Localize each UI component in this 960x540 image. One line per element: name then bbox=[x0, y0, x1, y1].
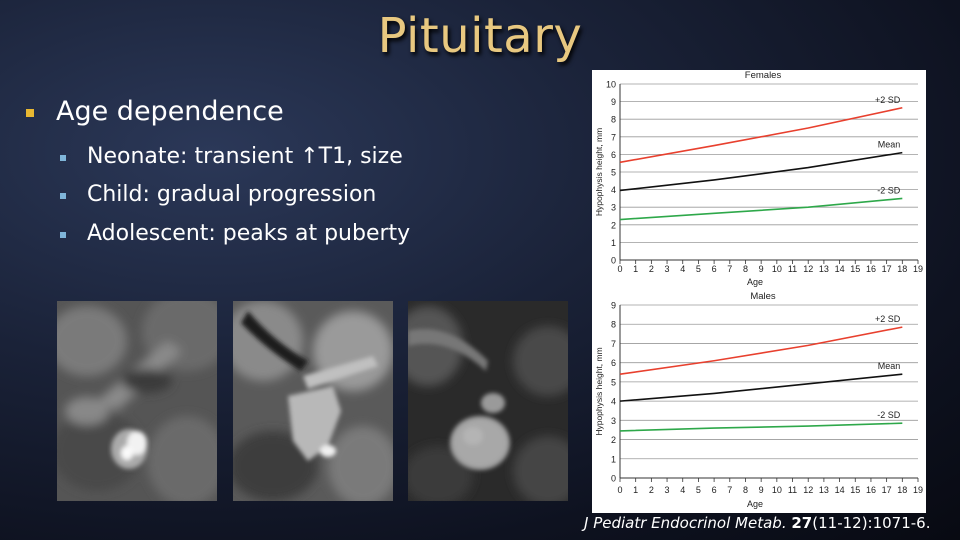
chart-title: Females bbox=[745, 70, 782, 81]
series-label: +2 SD bbox=[875, 95, 901, 105]
y-tick-label: 10 bbox=[606, 80, 616, 90]
x-tick-label: 2 bbox=[649, 264, 654, 274]
y-axis-label: Hypophysis height, mm bbox=[594, 347, 604, 435]
x-tick-label: 12 bbox=[803, 485, 813, 495]
x-tick-label: 11 bbox=[788, 264, 797, 274]
y-tick-label: 5 bbox=[611, 377, 616, 387]
x-tick-label: 12 bbox=[803, 264, 813, 274]
series-line-mean bbox=[619, 373, 903, 402]
series-line-2sd bbox=[619, 197, 903, 221]
y-tick-label: 6 bbox=[611, 150, 616, 160]
y-tick-label: 8 bbox=[611, 115, 616, 125]
x-tick-label: 16 bbox=[866, 485, 876, 495]
x-tick-label: 7 bbox=[727, 485, 732, 495]
x-tick-label: 19 bbox=[913, 485, 923, 495]
x-tick-label: 1 bbox=[633, 485, 638, 495]
x-tick-label: 1 bbox=[633, 264, 638, 274]
citation: J Pediatr Endocrinol Metab. 27(11-12):10… bbox=[584, 514, 931, 532]
x-tick-label: 9 bbox=[759, 485, 764, 495]
y-tick-label: 6 bbox=[611, 358, 616, 368]
series-line-2sd bbox=[619, 422, 903, 432]
x-tick-label: 7 bbox=[727, 264, 732, 274]
y-tick-label: 2 bbox=[611, 220, 616, 230]
x-tick-label: 16 bbox=[866, 264, 876, 274]
x-axis-label: Age bbox=[747, 499, 763, 509]
x-tick-label: 0 bbox=[617, 264, 622, 274]
citation-pages: (11-12):1071-6. bbox=[812, 514, 931, 532]
bullet-square-icon bbox=[26, 109, 34, 117]
series-label: -2 SD bbox=[877, 410, 901, 420]
y-tick-label: 1 bbox=[611, 238, 616, 248]
x-tick-label: 14 bbox=[835, 485, 845, 495]
y-tick-label: 9 bbox=[611, 97, 616, 107]
mri-image-adolescent bbox=[408, 301, 568, 501]
y-tick-label: 3 bbox=[611, 203, 616, 213]
series-label: Mean bbox=[878, 140, 901, 150]
x-tick-label: 6 bbox=[712, 485, 717, 495]
x-tick-label: 5 bbox=[696, 485, 701, 495]
x-tick-label: 4 bbox=[680, 485, 685, 495]
series-label: +2 SD bbox=[875, 314, 901, 324]
y-tick-label: 1 bbox=[611, 454, 616, 464]
x-tick-label: 18 bbox=[897, 485, 907, 495]
x-tick-label: 10 bbox=[772, 485, 782, 495]
x-tick-label: 10 bbox=[772, 264, 782, 274]
y-tick-label: 4 bbox=[611, 185, 616, 195]
bullet-main-text: Age dependence bbox=[56, 96, 284, 127]
y-tick-label: 3 bbox=[611, 416, 616, 426]
x-tick-label: 9 bbox=[759, 264, 764, 274]
x-tick-label: 3 bbox=[665, 485, 670, 495]
sub-bullet-text: Child: gradual progression bbox=[87, 182, 377, 207]
y-axis-label: Hypophysis height, mm bbox=[594, 128, 604, 216]
citation-volume: 27 bbox=[791, 514, 813, 532]
sub-bullet-text: Adolescent: peaks at puberty bbox=[87, 221, 411, 246]
y-tick-label: 9 bbox=[611, 301, 616, 311]
y-tick-label: 8 bbox=[611, 320, 616, 330]
x-tick-label: 0 bbox=[617, 485, 622, 495]
y-tick-label: 2 bbox=[611, 435, 616, 445]
bullet-square-icon bbox=[60, 232, 66, 238]
x-tick-label: 3 bbox=[665, 264, 670, 274]
x-tick-label: 4 bbox=[680, 264, 685, 274]
x-tick-label: 11 bbox=[788, 485, 797, 495]
x-tick-label: 14 bbox=[835, 264, 845, 274]
series-line-2sd bbox=[619, 326, 903, 375]
x-tick-label: 5 bbox=[696, 264, 701, 274]
x-tick-label: 17 bbox=[882, 264, 892, 274]
slide-title: Pituitary bbox=[377, 8, 583, 64]
hypophysis-height-charts: Females 0 1 2 3 4 5 6 7 8 9 10 0 1 2 3 4 5 6 7 8 9 10 11 12 13 14 1… bbox=[592, 70, 926, 513]
x-tick-label: 19 bbox=[913, 264, 923, 274]
x-tick-label: 15 bbox=[850, 264, 860, 274]
x-tick-label: 6 bbox=[712, 264, 717, 274]
mri-image-child bbox=[233, 301, 393, 501]
series-line-2sd bbox=[619, 106, 903, 164]
y-tick-label: 4 bbox=[611, 397, 616, 407]
x-tick-label: 13 bbox=[819, 264, 829, 274]
x-tick-label: 8 bbox=[743, 264, 748, 274]
x-axis-label: Age bbox=[747, 277, 763, 287]
series-label: Mean bbox=[878, 361, 901, 371]
y-tick-label: 5 bbox=[611, 168, 616, 178]
bullet-square-icon bbox=[60, 155, 66, 161]
citation-journal: J Pediatr Endocrinol Metab. bbox=[584, 514, 787, 532]
chart-title: Males bbox=[750, 291, 776, 302]
series-line-mean bbox=[619, 151, 903, 192]
x-tick-label: 8 bbox=[743, 485, 748, 495]
series-label: -2 SD bbox=[877, 185, 901, 195]
mri-image-neonate bbox=[57, 301, 217, 501]
x-tick-label: 15 bbox=[850, 485, 860, 495]
sub-bullet-text: Neonate: transient ↑T1, size bbox=[87, 144, 403, 169]
y-tick-label: 7 bbox=[611, 132, 616, 142]
y-tick-label: 0 bbox=[611, 474, 616, 484]
bullet-square-icon bbox=[60, 193, 66, 199]
x-tick-label: 17 bbox=[882, 485, 892, 495]
x-tick-label: 18 bbox=[897, 264, 907, 274]
x-tick-label: 13 bbox=[819, 485, 829, 495]
y-tick-label: 7 bbox=[611, 339, 616, 349]
x-tick-label: 2 bbox=[649, 485, 654, 495]
y-tick-label: 0 bbox=[611, 256, 616, 266]
